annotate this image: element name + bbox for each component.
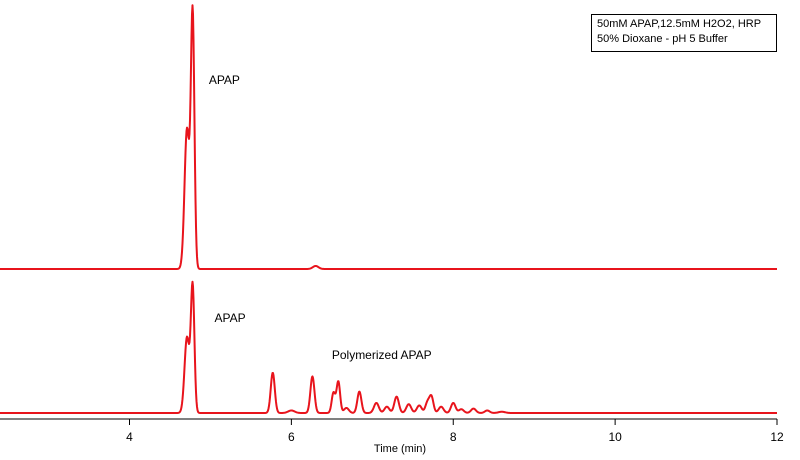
legend-line-2: 50% Dioxane - pH 5 Buffer [597,33,728,45]
x-axis-label: Time (min) [373,443,427,455]
x-tick-label-10: 10 [608,430,622,444]
polymerized-apap-label: Polymerized APAP [331,348,432,362]
apap-peak-label-top: APAP [208,73,240,87]
legend-line-1: 50mM APAP,12.5mM H2O2, HRP [597,18,762,30]
x-tick-label-8: 8 [450,430,457,444]
x-tick-label-6: 6 [288,430,295,444]
chromatogram-trace-top [0,4,778,270]
apap-peak-label-bottom: APAP [214,311,246,325]
x-tick-label-4: 4 [126,430,133,444]
legend-box: 50mM APAP,12.5mM H2O2, HRP 50% Dioxane -… [591,14,777,52]
chromatogram-trace-bottom [0,280,778,414]
x-tick-label-12: 12 [770,430,784,444]
